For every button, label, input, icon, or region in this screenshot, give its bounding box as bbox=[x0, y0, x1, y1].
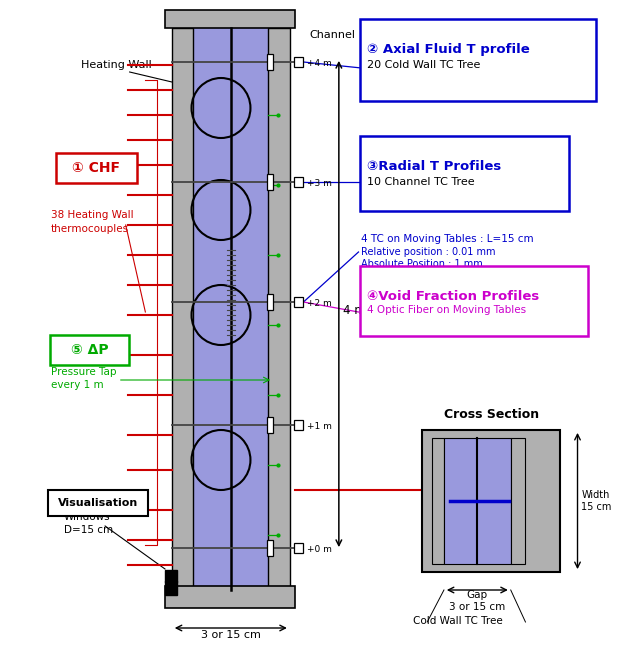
Text: 4 TC on Moving Tables : L=15 cm: 4 TC on Moving Tables : L=15 cm bbox=[362, 234, 534, 244]
Text: D=15 cm: D=15 cm bbox=[64, 525, 113, 535]
FancyBboxPatch shape bbox=[360, 266, 589, 336]
FancyBboxPatch shape bbox=[360, 19, 596, 101]
Bar bbox=[267, 417, 273, 433]
Text: Channel: Channel bbox=[309, 30, 355, 40]
Bar bbox=[267, 540, 273, 556]
Bar bbox=[294, 297, 304, 307]
Bar bbox=[267, 294, 273, 310]
Text: ④Void Fraction Profiles: ④Void Fraction Profiles bbox=[367, 290, 540, 303]
Text: +1 m: +1 m bbox=[307, 422, 333, 431]
Text: Gap: Gap bbox=[467, 590, 488, 600]
Text: Cross Section: Cross Section bbox=[444, 408, 539, 421]
Text: ① CHF: ① CHF bbox=[72, 161, 120, 175]
Bar bbox=[165, 570, 177, 582]
Text: every 1 m: every 1 m bbox=[51, 380, 104, 390]
Text: Relative position : 0.01 mm: Relative position : 0.01 mm bbox=[362, 247, 496, 257]
Text: 20 Cold Wall TC Tree: 20 Cold Wall TC Tree bbox=[367, 60, 481, 70]
Text: ⑤ ΔP: ⑤ ΔP bbox=[70, 343, 108, 357]
Text: 10 Channel TC Tree: 10 Channel TC Tree bbox=[367, 177, 475, 187]
Text: Pressure Tap: Pressure Tap bbox=[51, 367, 117, 377]
Bar bbox=[194, 28, 268, 590]
Text: thermocouples: thermocouples bbox=[51, 224, 129, 234]
Bar bbox=[444, 438, 511, 564]
Text: +0 m: +0 m bbox=[307, 545, 333, 554]
Bar bbox=[511, 438, 526, 564]
Bar bbox=[165, 10, 295, 28]
Bar bbox=[165, 586, 295, 608]
Text: 38 Heating Wall: 38 Heating Wall bbox=[51, 210, 134, 220]
FancyBboxPatch shape bbox=[56, 153, 136, 183]
Text: 3 or 15 cm: 3 or 15 cm bbox=[201, 630, 261, 640]
Text: ③Radial T Profiles: ③Radial T Profiles bbox=[367, 160, 502, 173]
Bar bbox=[268, 28, 290, 590]
Bar bbox=[294, 177, 304, 187]
Text: Cold Wall TC Tree: Cold Wall TC Tree bbox=[413, 616, 502, 626]
Bar bbox=[294, 57, 304, 67]
Text: ② Axial Fluid T profile: ② Axial Fluid T profile bbox=[367, 43, 530, 56]
Bar bbox=[294, 420, 304, 430]
Text: Absolute Position : 1 mm: Absolute Position : 1 mm bbox=[362, 259, 483, 269]
FancyBboxPatch shape bbox=[50, 335, 129, 365]
Bar bbox=[172, 28, 194, 590]
Text: 4 m: 4 m bbox=[343, 303, 365, 317]
Text: Windows: Windows bbox=[64, 512, 110, 522]
Text: Heating Wall: Heating Wall bbox=[81, 60, 151, 70]
FancyBboxPatch shape bbox=[360, 136, 569, 211]
Text: 4 Optic Fiber on Moving Tables: 4 Optic Fiber on Moving Tables bbox=[367, 305, 526, 315]
Bar bbox=[422, 430, 560, 572]
Text: Visualisation: Visualisation bbox=[58, 498, 138, 508]
FancyBboxPatch shape bbox=[48, 490, 148, 516]
Text: +3 m: +3 m bbox=[307, 179, 333, 188]
Text: +4 m: +4 m bbox=[307, 59, 332, 68]
Text: +2 m: +2 m bbox=[307, 299, 332, 308]
Bar bbox=[267, 174, 273, 190]
Bar bbox=[165, 581, 177, 595]
Text: 3 or 15 cm: 3 or 15 cm bbox=[449, 602, 505, 612]
Bar bbox=[294, 543, 304, 553]
Bar bbox=[432, 438, 444, 564]
Text: Width
15 cm: Width 15 cm bbox=[581, 490, 612, 512]
Bar bbox=[267, 54, 273, 70]
